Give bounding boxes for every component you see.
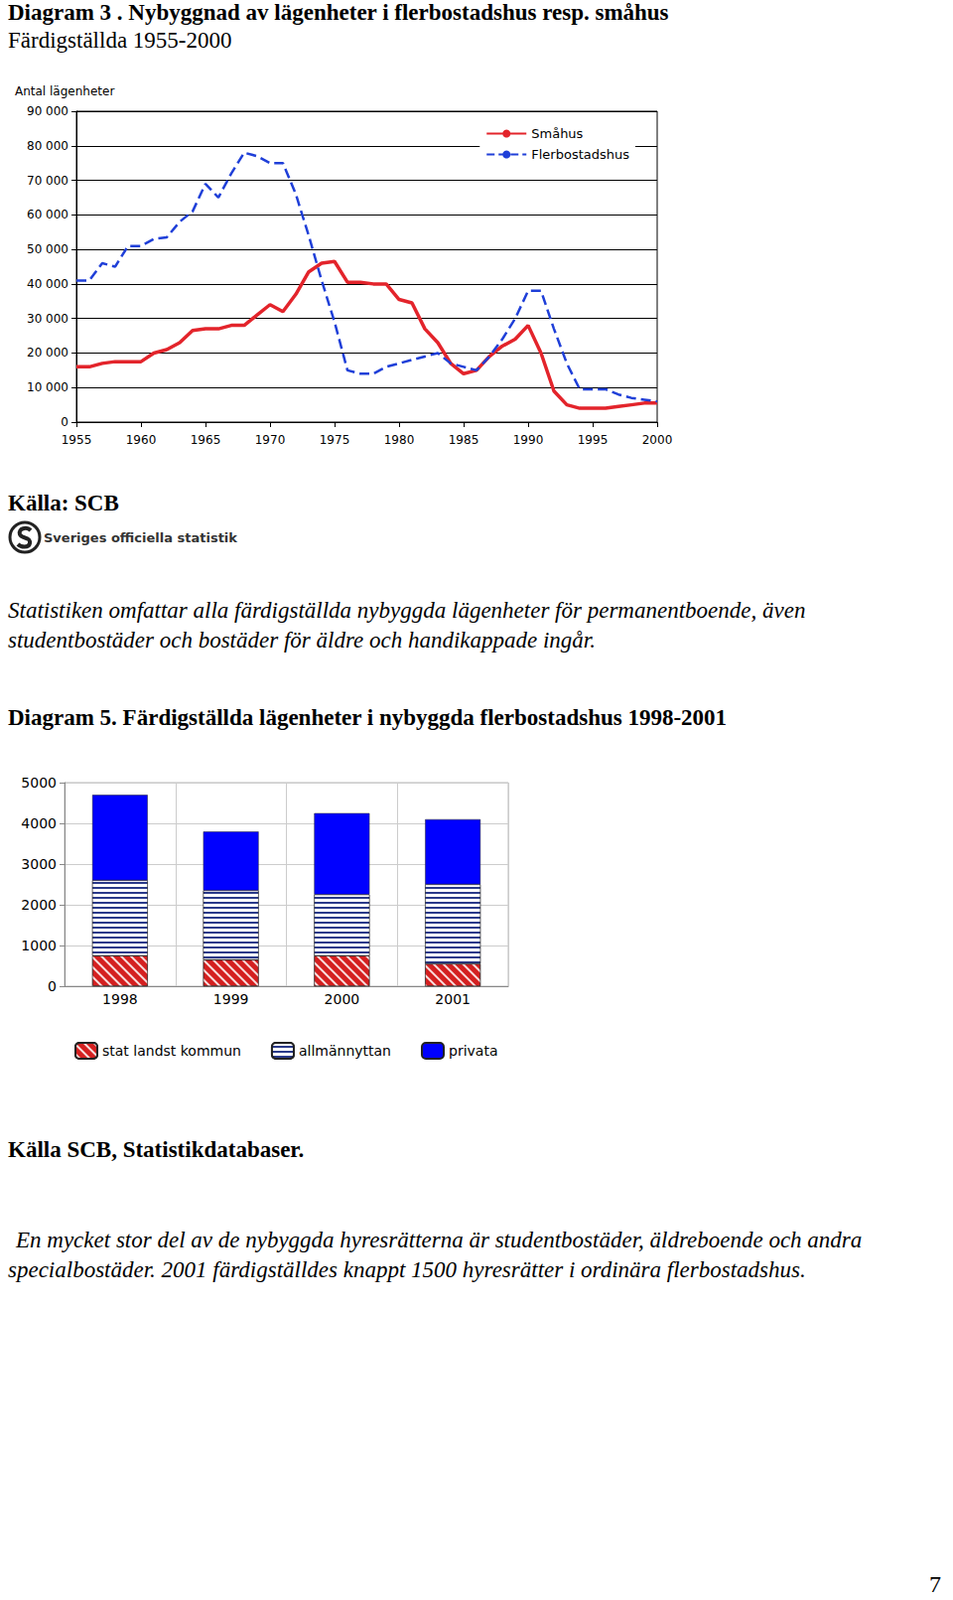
html-text:Källa SCB, Statistikdatabaser.: Källa SCB, Statistikdatabaser. (7, 1136, 304, 1162)
svg-text:1998: 1998 (102, 990, 138, 1007)
svg-text:stat landst kommun: stat landst kommun (102, 1042, 242, 1059)
svg-text:1985: 1985 (448, 432, 480, 447)
svg-text:10 000: 10 000 (26, 380, 69, 395)
svg-text:20 000: 20 000 (26, 345, 69, 360)
svg-text:2001: 2001 (434, 990, 471, 1007)
svg-text:1995: 1995 (577, 432, 609, 447)
svg-text:1999: 1999 (213, 990, 250, 1007)
html-text:Färdigställda 1955-2000: Färdigställda 1955-2000 (7, 27, 232, 53)
svg-text:80 000: 80 000 (26, 138, 69, 153)
svg-text:0: 0 (60, 414, 69, 429)
svg-text:50 000: 50 000 (26, 242, 69, 257)
svg-text:70 000: 70 000 (26, 173, 69, 188)
svg-text:30 000: 30 000 (26, 311, 69, 326)
svg-text:60 000: 60 000 (26, 207, 69, 222)
svg-text:4000: 4000 (20, 815, 57, 831)
svg-text:1000: 1000 (20, 937, 57, 953)
svg-text:3000: 3000 (20, 855, 57, 872)
html-text:Diagram 3 . Nybyggnad av lägen: Diagram 3 . Nybyggnad av lägenheter i fl… (7, 0, 669, 25)
html-text:Sveriges officiella statistik: Sveriges officiella statistik (43, 529, 238, 545)
svg-text:90 000: 90 000 (26, 104, 69, 119)
svg-text:40 000: 40 000 (26, 276, 69, 291)
svg-text:privata: privata (448, 1042, 498, 1059)
html-text:En mycket stor del av de nybyg: En mycket stor del av de nybyggda hyresr… (7, 1226, 862, 1282)
svg-text:1955: 1955 (61, 432, 93, 447)
html-text:Källa: SCB: Källa: SCB (7, 490, 119, 516)
svg-text:2000: 2000 (642, 432, 674, 447)
svg-text:1980: 1980 (384, 432, 415, 447)
svg-text:Antal lägenheter: Antal lägenheter (14, 84, 115, 99)
svg-text:5000: 5000 (20, 774, 57, 791)
html-text:Statistiken omfattar alla färd: Statistiken omfattar alla färdigställda … (7, 597, 806, 653)
svg-text:1975: 1975 (319, 432, 351, 447)
svg-text:Småhus: Småhus (531, 126, 583, 141)
svg-text:2000: 2000 (324, 990, 361, 1007)
html-text:Diagram 5. Färdigställda lägen: Diagram 5. Färdigställda lägenheter i ny… (7, 704, 727, 730)
svg-text:1970: 1970 (255, 432, 286, 447)
svg-text:allmännyttan: allmännyttan (298, 1042, 392, 1059)
svg-text:0: 0 (47, 977, 57, 994)
svg-text:1990: 1990 (513, 432, 545, 447)
svg-text:1960: 1960 (126, 432, 157, 447)
html-text:7: 7 (929, 1570, 942, 1597)
svg-text:1965: 1965 (190, 432, 222, 447)
svg-text:Flerbostadshus: Flerbostadshus (531, 146, 630, 162)
svg-text:2000: 2000 (20, 896, 57, 913)
